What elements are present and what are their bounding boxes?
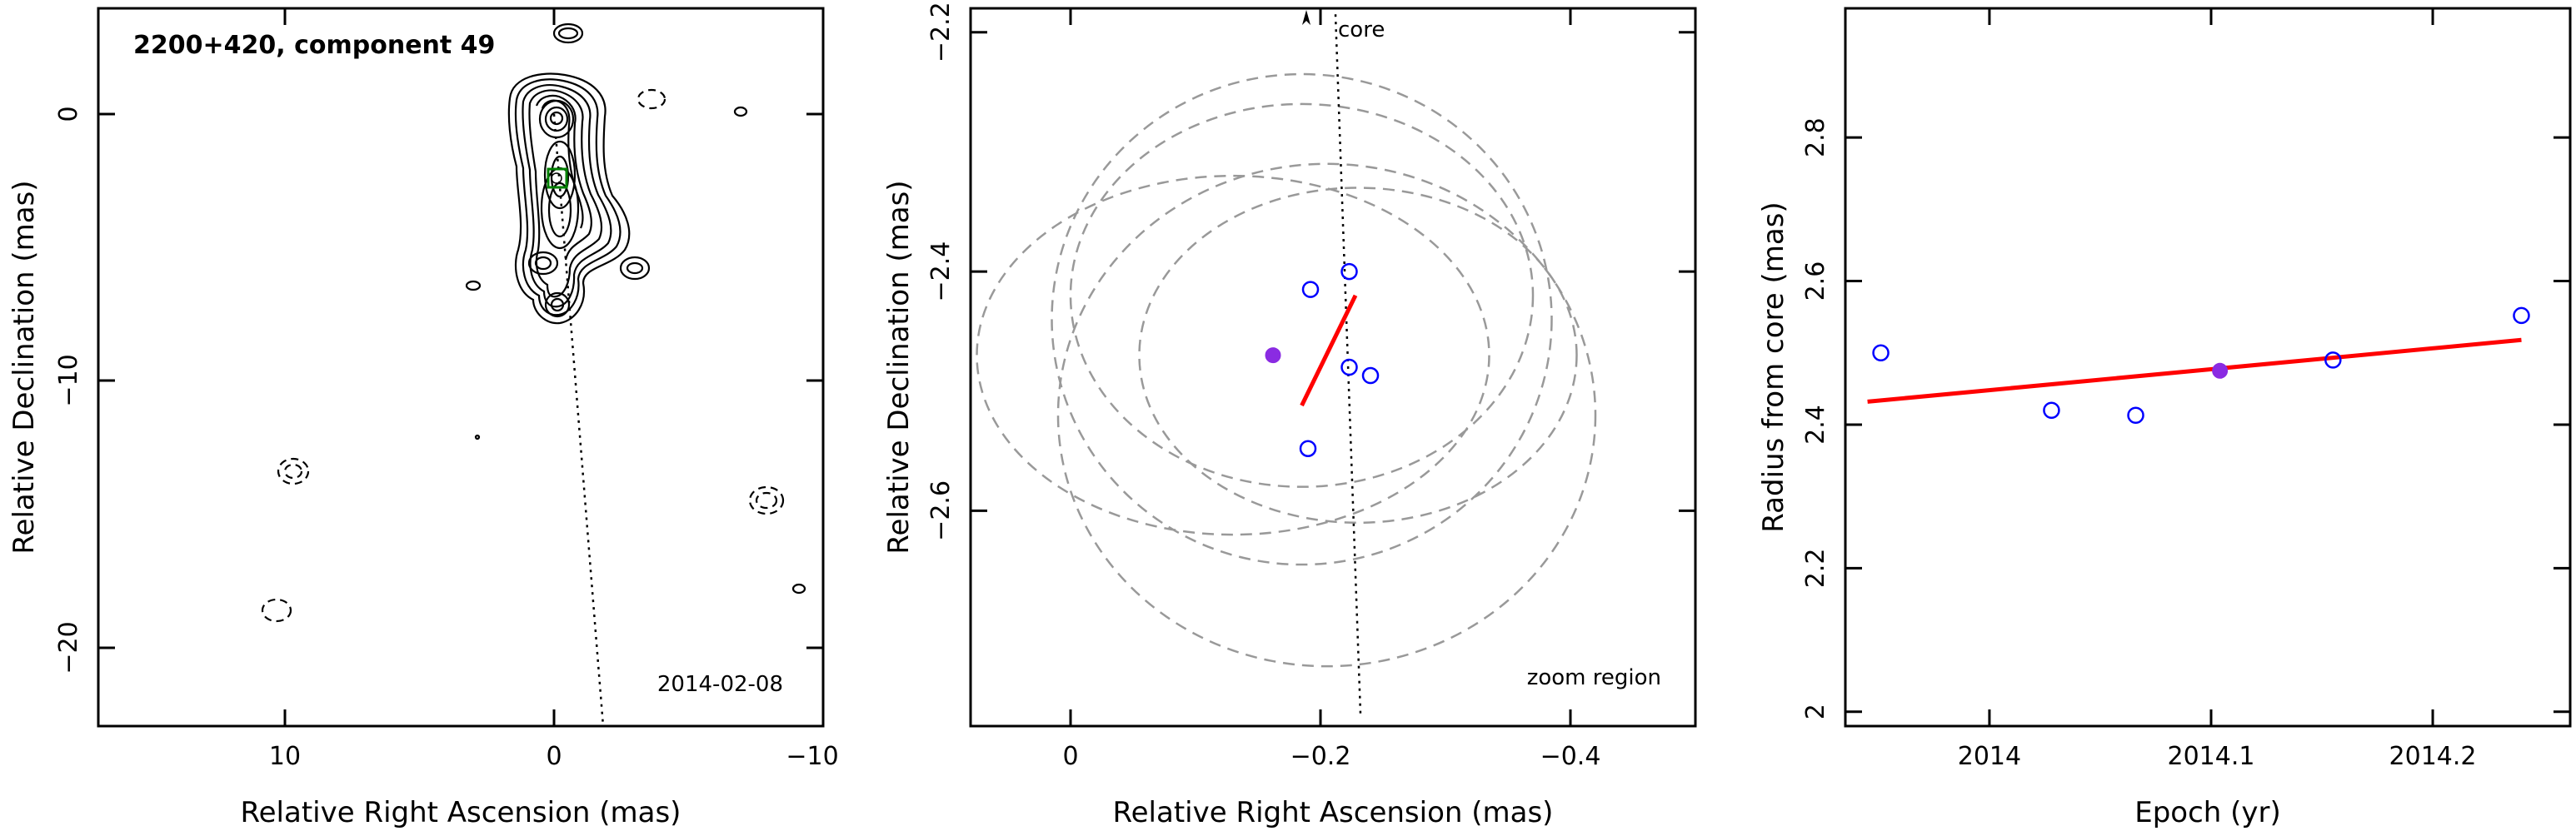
position-angle-line — [552, 113, 605, 727]
y-axis-label: Relative Declination (mas) — [882, 180, 916, 554]
beam-circle — [1069, 102, 1535, 488]
y-tick-label: 0 — [54, 106, 83, 122]
data-point — [1340, 262, 1358, 281]
y-tick-label: −10 — [54, 354, 83, 406]
panel-title: 2200+420, component 49 — [133, 31, 495, 60]
plot-frame — [97, 7, 825, 728]
x-tick-label: 2014.1 — [2167, 742, 2254, 771]
epoch-points — [1872, 306, 2530, 425]
data-point — [1340, 358, 1358, 376]
plot-frame — [1844, 7, 2572, 728]
x-tick-label: −0.4 — [1540, 742, 1601, 771]
x-tick-label: 0 — [1062, 742, 1078, 771]
x-tick-label: −10 — [786, 742, 838, 771]
data-point — [2513, 306, 2530, 325]
y-axis-label: Relative Declination (mas) — [7, 180, 41, 554]
data-point — [1301, 281, 1320, 298]
negative-contours — [261, 88, 785, 623]
component-marker — [547, 167, 568, 189]
beam-circle — [1051, 72, 1553, 566]
y-tick-label: 2.2 — [1801, 549, 1830, 589]
y-tick-label: 2.6 — [1801, 261, 1830, 301]
jet-contours — [465, 22, 806, 595]
y-tick-label: 2.8 — [1801, 117, 1830, 157]
axis-ticks: 2014 2014.1 2014.2 2 2.2 2.4 2.6 2.8 — [1801, 8, 2570, 771]
y-tick-label: −2.4 — [926, 241, 956, 302]
x-tick-label: 2014.2 — [2389, 742, 2477, 771]
data-point — [2324, 351, 2342, 369]
x-tick-label: 10 — [269, 742, 301, 771]
beam-circle — [1138, 187, 1578, 525]
data-point — [1872, 344, 1890, 362]
mean-epoch-point — [2212, 362, 2229, 379]
y-tick-label: −2.2 — [926, 2, 956, 62]
panel-zoom: core zoom region 0 −0.2 −0.4 −2.2 −2.4 −2.6 R… — [882, 2, 1697, 829]
core-label: core — [1338, 17, 1385, 42]
panel-radius-epoch: 2014 2014.1 2014.2 2 2.2 2.4 2.6 2.8 Epoch (yr)… — [1757, 7, 2572, 829]
fit-line — [1867, 337, 2522, 404]
y-ticks — [98, 112, 823, 649]
x-axis-label: Relative Right Ascension (mas) — [1113, 796, 1554, 829]
y-axis-label: Radius from core (mas) — [1757, 202, 1790, 532]
x-ticks — [283, 8, 825, 726]
y-tick-label: −2.6 — [926, 480, 956, 541]
mean-position-point — [1265, 347, 1281, 364]
beam-circle — [976, 174, 1490, 536]
fit-line — [1300, 294, 1358, 407]
x-tick-label: 2014 — [1958, 742, 2021, 771]
data-point — [1361, 366, 1380, 385]
data-point — [2127, 406, 2144, 425]
axis-ticks: 0 −0.2 −0.4 −2.2 −2.4 −2.6 — [926, 2, 1695, 771]
epoch-date: 2014-02-08 — [657, 672, 783, 697]
y-tick-label: −20 — [54, 621, 83, 674]
epoch-points — [1299, 262, 1380, 457]
beam-circle — [1056, 162, 1597, 668]
x-tick-label: −0.2 — [1290, 742, 1351, 771]
data-point — [2043, 401, 2060, 419]
y-tick-label: 2 — [1801, 704, 1830, 719]
core-direction-arrow-icon — [1302, 10, 1310, 25]
data-point — [1299, 440, 1317, 457]
panel-contour-map: 2200+420, component 49 2014-02-08 10 0 −… — [7, 7, 839, 829]
plot-frame — [969, 7, 1697, 728]
beam-circles — [976, 72, 1597, 668]
component-core — [551, 172, 562, 184]
zoom-region-label: zoom region — [1527, 665, 1661, 690]
y-tick-label: 2.4 — [1801, 405, 1830, 445]
x-axis-label: Epoch (yr) — [2134, 796, 2281, 829]
x-tick-label: 0 — [546, 742, 562, 771]
x-axis-label: Relative Right Ascension (mas) — [241, 796, 681, 829]
